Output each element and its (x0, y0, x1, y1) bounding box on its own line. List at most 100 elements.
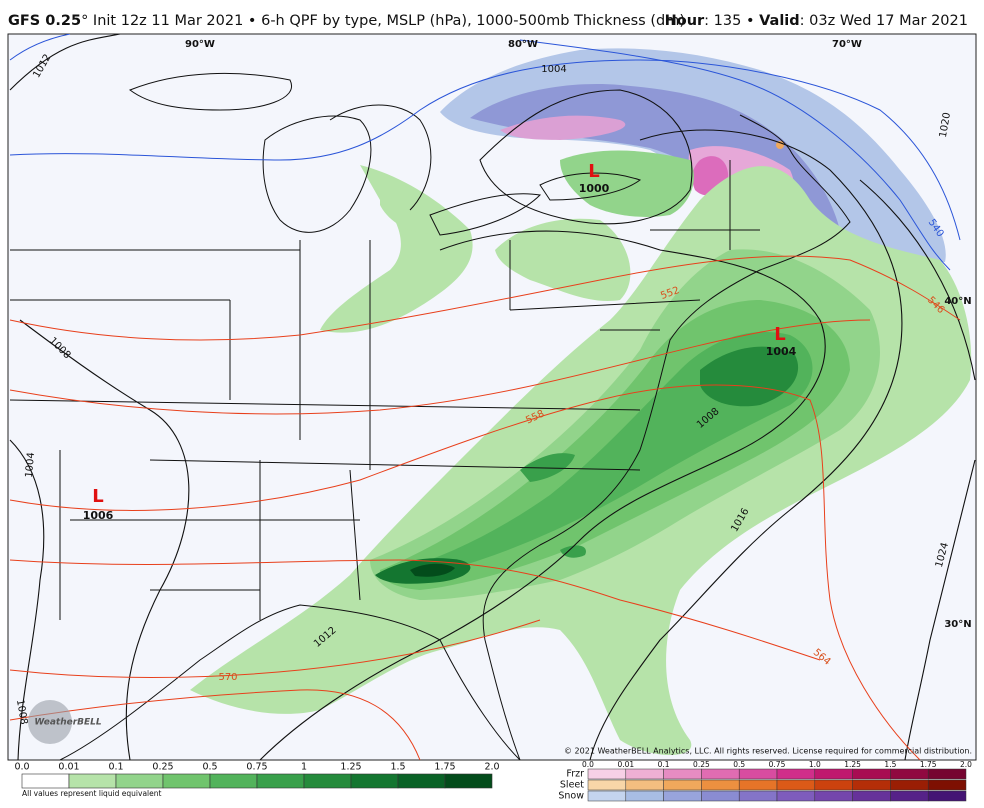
valid-label: Valid (759, 13, 800, 29)
legend-swatch (209, 773, 258, 789)
rain-area (190, 150, 972, 755)
legend-swatch (814, 790, 853, 802)
legend-swatch (625, 790, 664, 802)
legend-swatch (738, 779, 778, 791)
legend-tick: 1.75 (920, 760, 937, 769)
low-symbol: L (774, 324, 785, 345)
legend-swatch (115, 773, 164, 789)
legend-swatch (625, 768, 664, 780)
longitude-label: 80°W (508, 39, 538, 50)
latitude-label: 30°N (944, 619, 971, 630)
legend-tick: 0.1 (658, 760, 670, 769)
legend-tick: 0.0 (582, 760, 594, 769)
map: 90°W 80°W 70°W 40°N 30°N L 1000 L 1004 L… (7, 33, 977, 761)
legend-note: All values represent liquid equivalent (22, 789, 161, 798)
legend-swatch (852, 768, 891, 780)
isobar-label: 1004 (541, 64, 566, 75)
legend-swatch (814, 779, 853, 791)
longitude-label: 70°W (832, 39, 862, 50)
thickness-label: 570 (218, 672, 237, 683)
legend-swatch (663, 790, 702, 802)
title-rest: ° Init 12z 11 Mar 2021 • 6-h QPF by type… (81, 13, 685, 29)
legend-swatch (701, 790, 740, 802)
legend-tick: 1.75 (434, 762, 455, 773)
legend-swatch (927, 779, 967, 791)
legend-swatch (587, 790, 627, 802)
legend-swatch (814, 768, 853, 780)
logo-text: WeatherBELL (34, 718, 102, 728)
legend-tick: 0.01 (58, 762, 79, 773)
legend-tick: 0.25 (693, 760, 710, 769)
legend-swatch (927, 790, 967, 802)
legend-tick: 1.5 (390, 762, 405, 773)
copyright: © 2021 WeatherBELL Analytics, LLC. All r… (564, 747, 972, 756)
valid-value: : 03z Wed 17 Mar 2021 (800, 13, 968, 29)
legend-row-label: Sleet (560, 780, 584, 791)
legend-tick: 1.25 (340, 762, 361, 773)
legend-swatch (927, 768, 967, 780)
thickness-lines (9, 34, 961, 760)
legend-swatch (776, 790, 816, 802)
legend-tick: 0.5 (202, 762, 217, 773)
legend-swatch (852, 790, 891, 802)
legend-swatch (738, 790, 778, 802)
low-pressure: 1006 (83, 509, 114, 522)
low-symbol: L (92, 486, 103, 507)
legend-tick: 2.0 (960, 760, 972, 769)
legend-swatch (663, 768, 702, 780)
hour-value: : 135 • (704, 13, 759, 29)
latitude-label: 40°N (944, 296, 971, 307)
legend-row-label: Frzr (566, 769, 584, 780)
coastlines-and-borders (9, 72, 851, 760)
legend-swatch (890, 790, 929, 802)
legend-tick: 0.01 (617, 760, 634, 769)
legend-tick: 0.5 (733, 760, 745, 769)
low-pressure: 1004 (766, 345, 797, 358)
model-name: GFS 0.25 (8, 13, 81, 29)
low-pressure: 1000 (579, 182, 610, 195)
isobar-label: 1008 (14, 699, 29, 726)
legend-swatch (701, 779, 740, 791)
legend-swatch (587, 779, 627, 791)
legend-swatch (162, 773, 211, 789)
legend-swatch (852, 779, 891, 791)
legend-swatch (776, 768, 816, 780)
isobar-label: 1004 (24, 452, 37, 478)
legend-swatch (21, 773, 70, 789)
legend-row-label: Snow (558, 791, 584, 802)
legend-tick: 0.75 (246, 762, 267, 773)
header-title: GFS 0.25° Init 12z 11 Mar 2021 • 6-h QPF… (8, 13, 685, 29)
legend-swatch (890, 768, 929, 780)
legend-tick: 0.1 (108, 762, 123, 773)
hour-label: Hour (665, 13, 705, 29)
mixed-legend: 0.0 0.01 0.1 0.25 0.5 0.75 1.0 1.25 1.5 1.75 2.0 Fr… (558, 760, 972, 802)
legend-tick: 1 (301, 762, 307, 773)
header-valid: Hour: 135 • Valid: 03z Wed 17 Mar 2021 (665, 13, 968, 29)
low-symbol: L (588, 161, 599, 182)
legend-swatch (444, 773, 493, 789)
legend-tick: 2.0 (484, 762, 499, 773)
legend-tick: 0.25 (152, 762, 173, 773)
legend-swatch (625, 779, 664, 791)
legend-swatch (397, 773, 446, 789)
legend-swatch (890, 779, 929, 791)
legend-swatch (701, 768, 740, 780)
legend-swatch (350, 773, 399, 789)
legend-swatch (587, 768, 627, 780)
legend-swatch (663, 779, 702, 791)
legend-swatch (738, 768, 778, 780)
longitude-label: 90°W (185, 39, 215, 50)
isobar-label: 1020 (938, 112, 953, 139)
legend-swatch (303, 773, 352, 789)
legend-tick: 0.75 (769, 760, 786, 769)
legend-tick: 1.25 (844, 760, 861, 769)
rain-legend: All values represent liquid equivalent 0… (14, 762, 499, 799)
logo: WeatherBELL (28, 700, 102, 744)
legend-swatch (68, 773, 117, 789)
legend-tick: 1.5 (884, 760, 896, 769)
isobars (9, 34, 976, 760)
legend-swatch (256, 773, 305, 789)
legend-tick: 1.0 (809, 760, 821, 769)
